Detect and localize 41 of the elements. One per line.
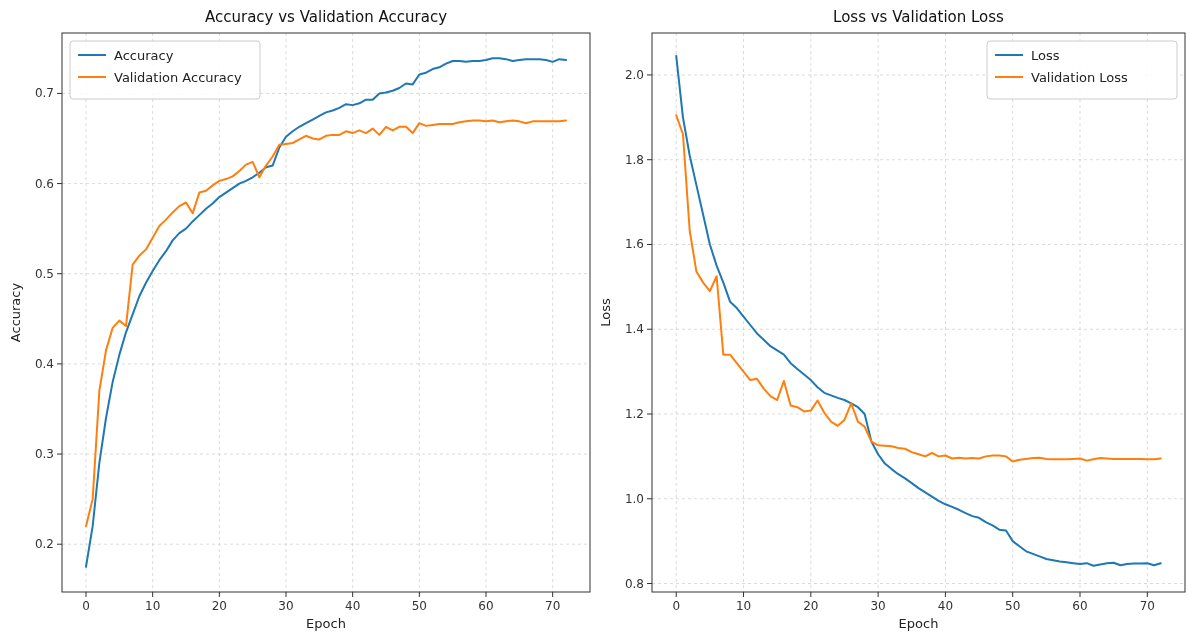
x-tick-label: 10	[735, 599, 752, 613]
chart-title: Loss vs Validation Loss	[833, 8, 1005, 26]
line-series	[85, 119, 567, 528]
y-tick-label: 0.5	[34, 266, 54, 281]
x-tick-label: 70	[545, 599, 561, 613]
x-tick-label: 60	[1072, 599, 1088, 613]
y-tick-label: 0.4	[34, 356, 54, 371]
legend-label: Validation Accuracy	[114, 70, 242, 85]
y-tick-label: 0.6	[34, 176, 54, 191]
x-tick-label: 20	[803, 599, 819, 613]
x-axis-title: Epoch	[306, 616, 346, 631]
x-tick-label: 60	[478, 599, 494, 613]
y-tick-label: 0.3	[34, 447, 54, 462]
x-tick-label: 70	[1139, 599, 1155, 613]
x-tick-label: 30	[870, 599, 886, 613]
x-tick-label: 20	[211, 599, 227, 613]
x-tick-label: 10	[145, 599, 161, 613]
x-axis-title: Epoch	[898, 616, 939, 631]
y-tick-label: 0.2	[34, 537, 54, 552]
y-tick-label: 1.4	[624, 322, 644, 337]
y-tick-label: 1.2	[624, 407, 644, 421]
y-tick-label: 0.8	[624, 576, 644, 591]
y-tick-label: 1.8	[624, 152, 644, 167]
y-tick-label: 1.0	[624, 491, 644, 506]
chart-title: Accuracy vs Validation Accuracy	[204, 8, 448, 26]
legend-label: Loss	[1031, 48, 1060, 63]
legend-label: Accuracy	[114, 48, 174, 63]
y-tick-label: 0.7	[34, 86, 54, 101]
y-axis-title: Accuracy	[8, 282, 23, 343]
y-axis-title: Loss	[598, 298, 613, 327]
x-tick-label: 50	[1005, 599, 1021, 613]
legend-label: Validation Loss	[1031, 70, 1129, 85]
y-tick-label: 2.0	[624, 67, 644, 82]
x-tick-label: 40	[345, 599, 361, 613]
y-tick-label: 1.6	[624, 237, 644, 252]
line-series	[675, 114, 1162, 463]
x-tick-label: 40	[937, 599, 954, 613]
x-tick-label: 0	[82, 599, 90, 613]
x-tick-label: 0	[672, 599, 681, 613]
x-tick-label: 30	[278, 599, 294, 613]
x-tick-label: 50	[411, 599, 427, 613]
